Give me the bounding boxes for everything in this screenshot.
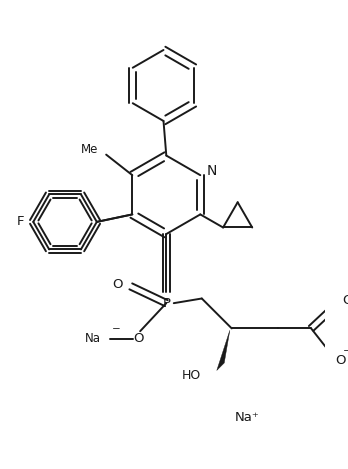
Text: HO: HO [182,369,201,382]
Text: O: O [342,294,348,307]
Text: Na: Na [85,332,101,345]
Polygon shape [217,330,230,371]
Text: −: − [111,325,120,334]
Text: Me: Me [81,143,99,156]
Text: Na⁺: Na⁺ [235,411,260,424]
Text: −: − [343,346,348,356]
Text: F: F [16,215,24,228]
Text: O: O [335,354,345,367]
Text: P: P [162,297,170,310]
Text: N: N [206,165,217,178]
Text: O: O [112,278,122,291]
Text: O: O [133,332,143,345]
